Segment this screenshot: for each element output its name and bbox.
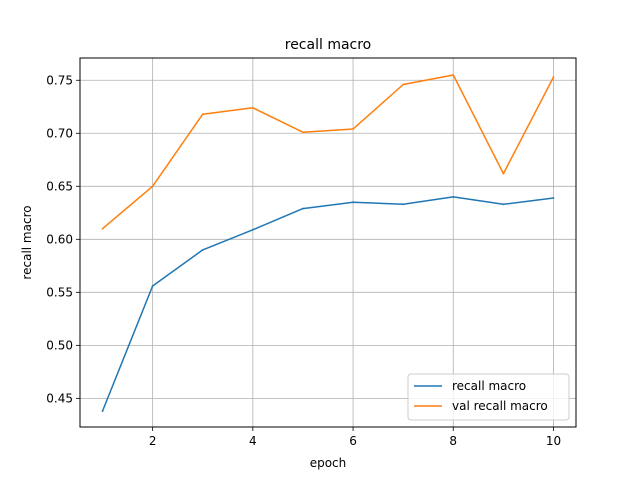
data-point-recall-macro <box>452 196 455 198</box>
y-tick-label: 0.55 <box>46 285 73 299</box>
data-point-recall-macro <box>302 207 304 210</box>
series-layer <box>101 74 555 412</box>
data-point-val-recall-macro <box>151 185 154 188</box>
x-axis-ticks: 2 4 6 8 10 <box>149 427 561 448</box>
y-tick-label: 0.70 <box>46 126 73 140</box>
data-point-val-recall-macro <box>452 74 455 76</box>
data-point-recall-macro <box>101 410 104 412</box>
legend-box <box>407 373 570 421</box>
x-tick-label: 10 <box>546 434 561 448</box>
data-point-recall-macro <box>201 249 204 251</box>
data-point-val-recall-macro <box>302 131 304 134</box>
chart-title: recall macro <box>285 37 372 53</box>
x-tick-label: 6 <box>349 434 357 448</box>
data-point-val-recall-macro <box>502 172 505 175</box>
x-tick-label: 2 <box>149 434 157 448</box>
y-axis-label: recall macro <box>20 205 34 279</box>
y-tick-label: 0.60 <box>46 232 73 246</box>
y-tick-label: 0.50 <box>46 338 73 352</box>
plot-frame <box>79 57 577 428</box>
data-point-val-recall-macro <box>352 128 354 130</box>
data-point-recall-macro <box>352 201 354 204</box>
x-tick-label: 8 <box>449 434 457 448</box>
data-point-recall-macro <box>402 203 405 206</box>
data-point-val-recall-macro <box>552 76 555 78</box>
legend-label: val recall macro <box>452 399 548 413</box>
data-point-val-recall-macro <box>402 83 405 86</box>
x-tick-label: 4 <box>249 434 257 448</box>
data-point-val-recall-macro <box>201 113 204 116</box>
y-tick-label: 0.45 <box>46 391 73 405</box>
grid-lines <box>80 58 576 427</box>
legend-label: recall macro <box>452 379 526 393</box>
series-line-val-recall-macro <box>102 74 555 230</box>
data-point-recall-macro <box>502 203 505 206</box>
x-axis-label: epoch <box>310 456 347 470</box>
y-tick-label: 0.65 <box>46 179 73 193</box>
data-point-val-recall-macro <box>101 227 104 230</box>
data-point-recall-macro <box>151 285 154 287</box>
y-axis-ticks: 0.45 0.50 0.55 0.60 0.65 0.70 0.75 <box>46 73 80 405</box>
data-point-val-recall-macro <box>251 106 254 109</box>
data-point-recall-macro <box>251 228 254 231</box>
legend: recall macro val recall macro <box>407 373 570 421</box>
data-point-recall-macro <box>552 197 555 199</box>
series-line-recall-macro <box>101 196 554 412</box>
y-tick-label: 0.75 <box>46 73 73 87</box>
